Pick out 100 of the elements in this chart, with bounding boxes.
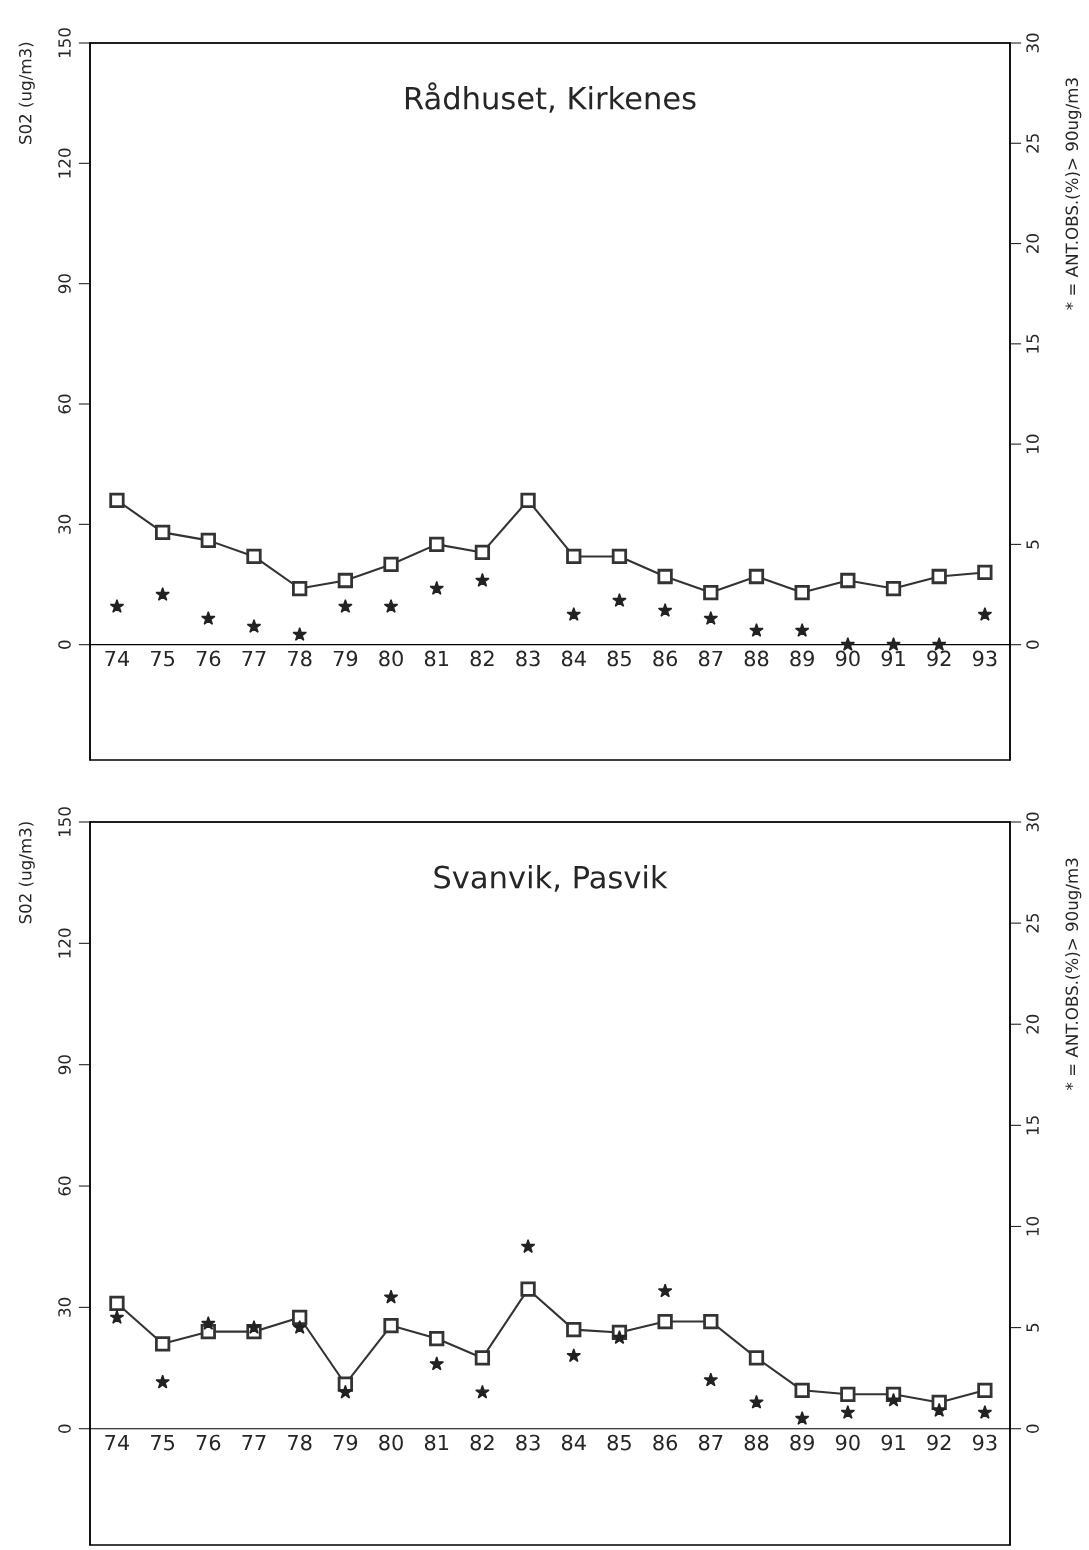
point [931, 637, 947, 651]
y2-tick-label: 0 [1026, 640, 1039, 649]
point [703, 1313, 719, 1330]
point [155, 1374, 170, 1389]
point [566, 1348, 582, 1363]
x-tick-label: 75 [151, 650, 175, 667]
y2-tick-label: 25 [1026, 134, 1039, 153]
y-tick-label: 150 [58, 807, 71, 837]
x-tick-label: 85 [607, 650, 631, 667]
point [246, 548, 262, 565]
x-tick-label: 86 [653, 650, 678, 667]
point [201, 610, 216, 625]
x-tick-label: 78 [288, 1434, 312, 1451]
y2-tick-label: 0 [1026, 1424, 1039, 1433]
y2-tick-label: 25 [1026, 913, 1039, 933]
point [749, 622, 764, 637]
y-tick-label: 90 [58, 1055, 71, 1075]
x-tick-label: 75 [151, 1434, 175, 1451]
y2-tick-label: 5 [1026, 540, 1039, 549]
point [977, 1382, 993, 1398]
x-tick-label: 82 [470, 650, 494, 667]
x-tick-label: 81 [424, 650, 449, 667]
x-tick-label: 85 [607, 1434, 631, 1451]
point [474, 544, 491, 561]
point [977, 1404, 993, 1419]
point [657, 568, 673, 585]
x-tick-label: 80 [379, 650, 403, 667]
point [977, 564, 993, 581]
point [292, 627, 307, 641]
point [612, 1330, 627, 1345]
point [703, 1372, 719, 1387]
point [977, 606, 993, 621]
x-tick-label: 88 [744, 650, 769, 667]
x-tick-label: 86 [653, 1434, 678, 1451]
y2-tick-label: 15 [1026, 1116, 1039, 1135]
point [475, 1384, 490, 1399]
y2-tick-label: 5 [1026, 1323, 1039, 1332]
point [840, 1386, 856, 1402]
text: Rådhuset, Kirkenes [405, 82, 696, 113]
y-axis-title: S02 (ug/m3) [18, 822, 35, 924]
x-tick-label: 93 [972, 650, 997, 667]
point [748, 1350, 765, 1366]
point [566, 606, 582, 621]
x-tick-label: 81 [424, 1434, 449, 1451]
y-tick-label: 30 [58, 514, 71, 534]
point [703, 584, 719, 601]
y-tick-label: 120 [58, 148, 71, 178]
point [292, 580, 308, 597]
point [109, 1309, 125, 1324]
y-tick-label: 0 [58, 1424, 71, 1433]
point [749, 1394, 764, 1409]
x-tick-label: 90 [835, 650, 860, 667]
text: Svanvik, Pasvik [434, 865, 668, 892]
x-tick-label: 74 [105, 650, 130, 667]
y-tick-label: 90 [58, 274, 71, 294]
point [840, 1404, 856, 1419]
point [109, 492, 125, 508]
point [429, 1356, 445, 1371]
point [292, 1309, 308, 1326]
y2-tick-label: 30 [1026, 812, 1039, 832]
x-tick-label: 76 [196, 1434, 221, 1451]
y2-tick-label: 10 [1026, 1216, 1039, 1236]
point [520, 1281, 536, 1297]
point [292, 1319, 307, 1334]
y2-tick-label: 10 [1026, 434, 1039, 453]
point [657, 1283, 673, 1298]
point [520, 1239, 536, 1254]
point [520, 492, 536, 508]
point [931, 1402, 947, 1417]
x-tick-label: 77 [242, 650, 266, 667]
x-tick-label: 80 [379, 1434, 403, 1451]
point [885, 580, 902, 597]
y-axis-title: S02 (ug/m3) [18, 42, 35, 144]
x-tick-label: 89 [790, 1434, 814, 1451]
x-tick-label: 91 [881, 1434, 905, 1451]
point [338, 598, 353, 613]
point [748, 568, 765, 585]
point [383, 1317, 399, 1334]
point [337, 572, 353, 589]
point [475, 572, 490, 587]
x-tick-label: 84 [561, 1434, 586, 1451]
x-tick-label: 93 [972, 1434, 997, 1451]
y-tick-label: 120 [58, 928, 71, 958]
point [109, 1295, 125, 1311]
point [383, 598, 399, 613]
point [109, 598, 125, 613]
x-tick-label: 74 [105, 1434, 130, 1451]
point [154, 524, 171, 541]
point [429, 536, 445, 553]
point [886, 637, 901, 651]
x-tick-label: 78 [288, 650, 312, 667]
point [794, 622, 810, 637]
point [840, 572, 856, 589]
point [612, 592, 627, 607]
y2-tick-label: 20 [1026, 234, 1039, 253]
y-tick-label: 60 [58, 1176, 71, 1196]
point [794, 1382, 810, 1398]
point [566, 548, 582, 565]
point [383, 556, 399, 573]
x-tick-label: 84 [561, 650, 586, 667]
